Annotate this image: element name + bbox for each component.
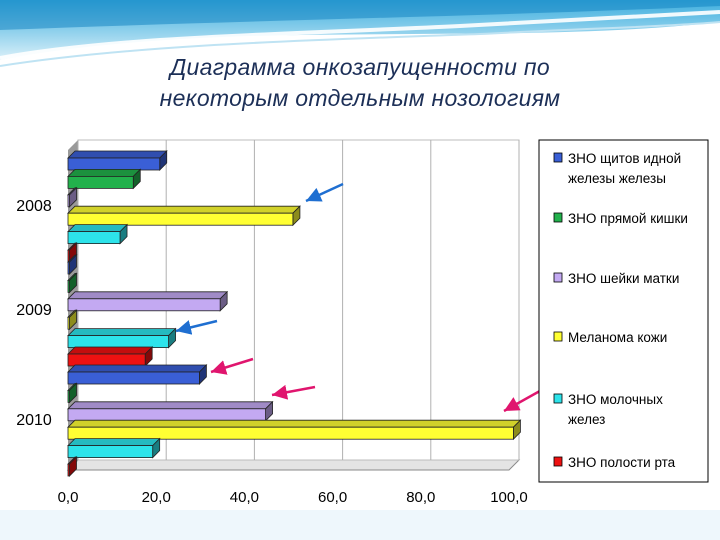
bar-front-face [67, 261, 70, 275]
bar [67, 205, 301, 227]
x-tick-label: 40,0 [230, 489, 259, 506]
bar-top-face [67, 364, 208, 373]
bar-top-face [67, 224, 129, 233]
legend-label: Меланома кожи [568, 330, 667, 345]
bar [67, 168, 142, 190]
bar-top-face [67, 401, 274, 410]
title-line-1: Диаграмма онкозапущенности по [170, 54, 550, 80]
bar [67, 437, 161, 459]
bar [67, 400, 274, 422]
bar [67, 242, 78, 263]
bar-front-face [67, 298, 221, 312]
bar-front-face [67, 157, 161, 171]
bar-top-face [67, 205, 301, 214]
bar-front-face [67, 194, 70, 208]
category-label: 2010 [16, 412, 52, 429]
category-label: 2009 [16, 302, 52, 319]
x-tick-label: 20,0 [142, 489, 171, 506]
bar-front-face [67, 426, 514, 440]
legend-swatch [553, 456, 563, 467]
bar [67, 327, 177, 349]
x-tick-label: 80,0 [406, 489, 435, 506]
legend-box [538, 139, 709, 483]
legend-entry: ЗНО щитов идной железы железы [553, 151, 681, 186]
bar [67, 254, 78, 275]
bar-top-face [67, 150, 168, 159]
bar [67, 364, 208, 385]
chart-legend: ЗНО щитов идной железы железы ЗНО прямой к… [538, 139, 709, 483]
legend-label: желез [568, 412, 605, 427]
x-tick-label: 100,0 [490, 489, 528, 506]
legend-swatch [553, 331, 563, 342]
annotation-arrows [175, 182, 548, 413]
bar [67, 186, 78, 208]
bar [67, 456, 78, 477]
legend-entry: ЗНО прямой кишки [553, 211, 688, 226]
bar-front-face [67, 353, 146, 367]
legend-entry: Меланома кожи [553, 330, 667, 345]
bar [67, 346, 154, 367]
legend-swatch [553, 152, 563, 163]
bar-front-face [67, 212, 294, 226]
legend-swatch [553, 393, 563, 404]
bar [67, 223, 129, 245]
bar-top-face [67, 346, 154, 355]
legend-label: ЗНО прямой кишки [568, 211, 688, 226]
floor [66, 459, 521, 471]
bar-top-face [67, 419, 522, 428]
legend-label: ЗНО молочных [568, 392, 663, 407]
x-axis-ticks: 0,0 20,0 40,0 60,0 80,0 100,0 [58, 489, 528, 506]
bar-top-face [67, 168, 142, 177]
bar-front-face [67, 445, 154, 459]
bar [67, 419, 522, 441]
bar-front-face [67, 279, 70, 293]
bar-front-face [67, 316, 70, 330]
chart-bars [67, 150, 522, 477]
legend-label: ЗНО шейки матки [568, 271, 679, 286]
annotation-arrow [175, 319, 218, 335]
legend-label: железы железы [568, 171, 666, 186]
legend-label: ЗНО полости рта [568, 455, 676, 470]
bar [67, 382, 78, 404]
bar [67, 272, 78, 294]
annotation-arrow [210, 357, 254, 375]
bar-front-face [67, 175, 134, 189]
legend-label: ЗНО щитов идной [568, 151, 681, 166]
annotation-arrow [305, 182, 344, 203]
bar-front-face [67, 231, 121, 245]
legend-swatch [553, 272, 563, 283]
bar-front-face [67, 335, 169, 349]
slide-title: Диаграмма онкозапущенности по некоторым … [0, 52, 720, 114]
bar-top-face [67, 328, 177, 337]
y-axis-categories: 2008 2009 2010 [16, 198, 52, 429]
bar [67, 290, 229, 312]
bar-top-face [67, 438, 161, 447]
title-line-2: некоторым отдельным нозологиям [159, 85, 561, 111]
bar-front-face [67, 389, 70, 403]
legend-entry: ЗНО молочных желез [553, 392, 663, 427]
legend-swatch [553, 212, 563, 223]
category-label: 2008 [16, 198, 52, 215]
bar-front-face [67, 371, 200, 385]
x-tick-label: 60,0 [318, 489, 347, 506]
bar-front-face [67, 463, 70, 477]
annotation-arrow [271, 384, 316, 400]
bar-top-face [67, 291, 229, 300]
bar [67, 309, 78, 331]
legend-entry: ЗНО шейки матки [553, 271, 679, 286]
x-tick-label: 0,0 [58, 489, 79, 506]
legend-entry: ЗНО полости рта [553, 455, 676, 470]
bar [67, 150, 168, 171]
bar-front-face [67, 408, 266, 422]
